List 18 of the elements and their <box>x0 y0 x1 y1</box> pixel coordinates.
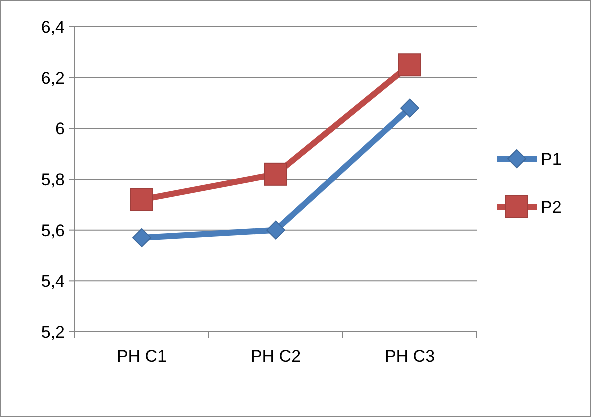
point <box>266 220 286 240</box>
x-tick-label: PH C2 <box>250 347 302 366</box>
y-tick-label: 5,8 <box>41 170 65 190</box>
point <box>398 54 422 77</box>
y-tick-label: 6 <box>56 120 65 139</box>
legend-label: P1 <box>541 150 562 169</box>
point <box>264 162 288 186</box>
legend-label: P2 <box>541 198 562 217</box>
y-tick-label: 5,2 <box>41 322 65 342</box>
y-tick-label: 6,2 <box>41 68 65 88</box>
x-tick-label: PH C3 <box>384 347 436 366</box>
x-tick-label: PH C1 <box>116 347 168 366</box>
y-tick-label: 6,4 <box>41 18 65 37</box>
point <box>400 98 420 118</box>
point <box>132 228 152 248</box>
point <box>130 188 154 212</box>
y-tick-label: 5,4 <box>41 272 65 292</box>
y-tick-label: 5,6 <box>41 221 65 240</box>
